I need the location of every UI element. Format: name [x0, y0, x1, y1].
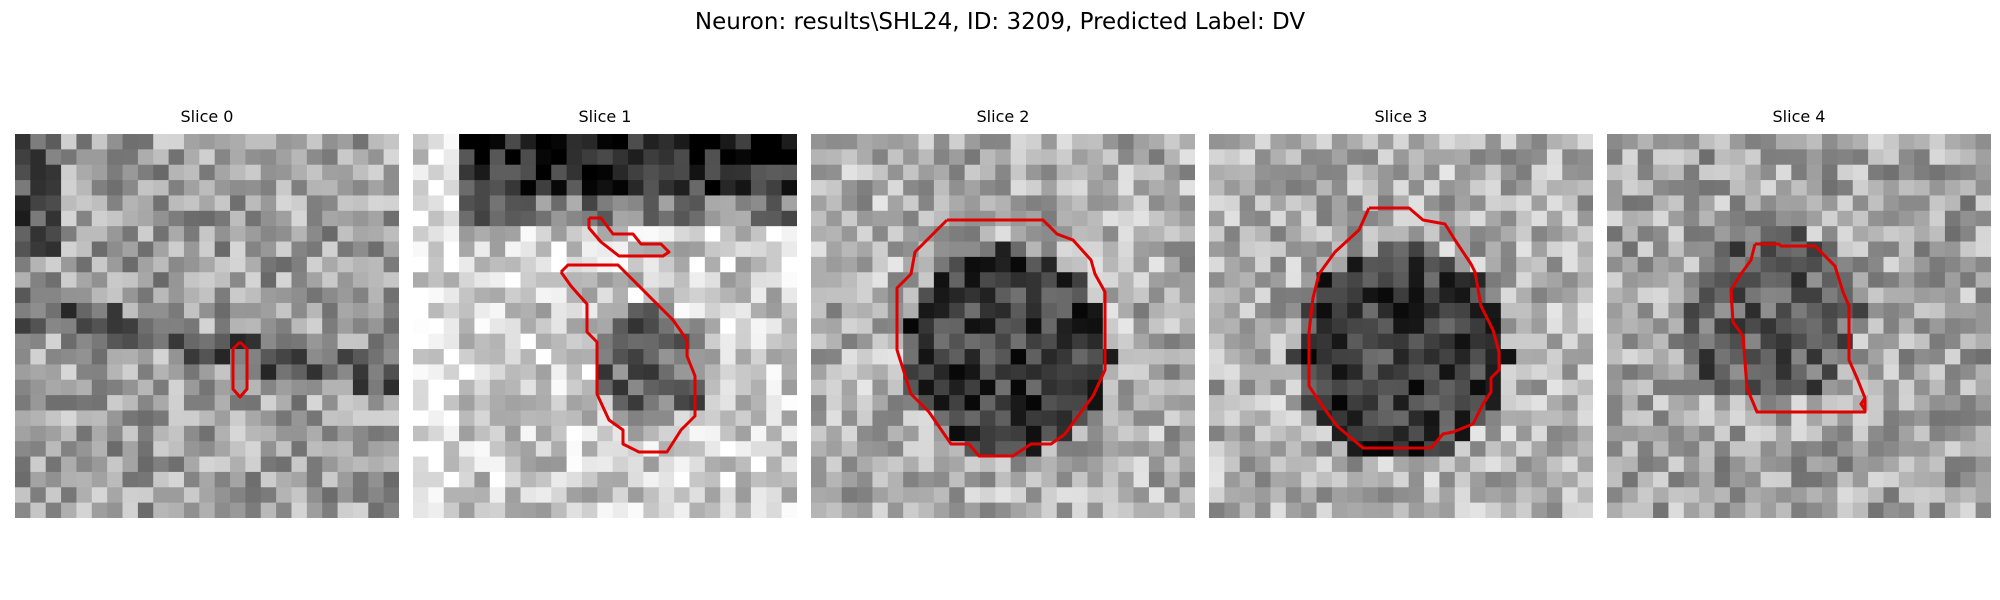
slice-image-4 [1607, 134, 1991, 518]
segmentation-contour [587, 216, 671, 258]
segmentation-contour [231, 340, 249, 399]
segmentation-contour [1307, 206, 1501, 450]
slice-image-2 [811, 134, 1195, 518]
segmentation-contour [1729, 242, 1867, 414]
slice-title: Slice 1 [578, 107, 632, 126]
slice-title: Slice 3 [1374, 107, 1428, 126]
slice-panel-2: Slice 2 [811, 106, 1195, 518]
figure-title: Neuron: results\SHL24, ID: 3209, Predict… [694, 9, 1306, 35]
slice-image-0 [15, 134, 399, 518]
slice-title: Slice 2 [976, 107, 1030, 126]
slice-panel-0: Slice 0 [15, 106, 399, 518]
slice-title: Slice 4 [1772, 107, 1826, 126]
slice-title: Slice 0 [180, 107, 234, 126]
slice-panel-3: Slice 3 [1209, 106, 1593, 518]
segmentation-contour [895, 218, 1107, 458]
slice-image-1 [413, 134, 797, 518]
segmentation-contour [559, 263, 697, 454]
slice-panel-4: Slice 4 [1607, 106, 1991, 518]
slice-panel-1: Slice 1 [413, 106, 797, 518]
slice-image-3 [1209, 134, 1593, 518]
